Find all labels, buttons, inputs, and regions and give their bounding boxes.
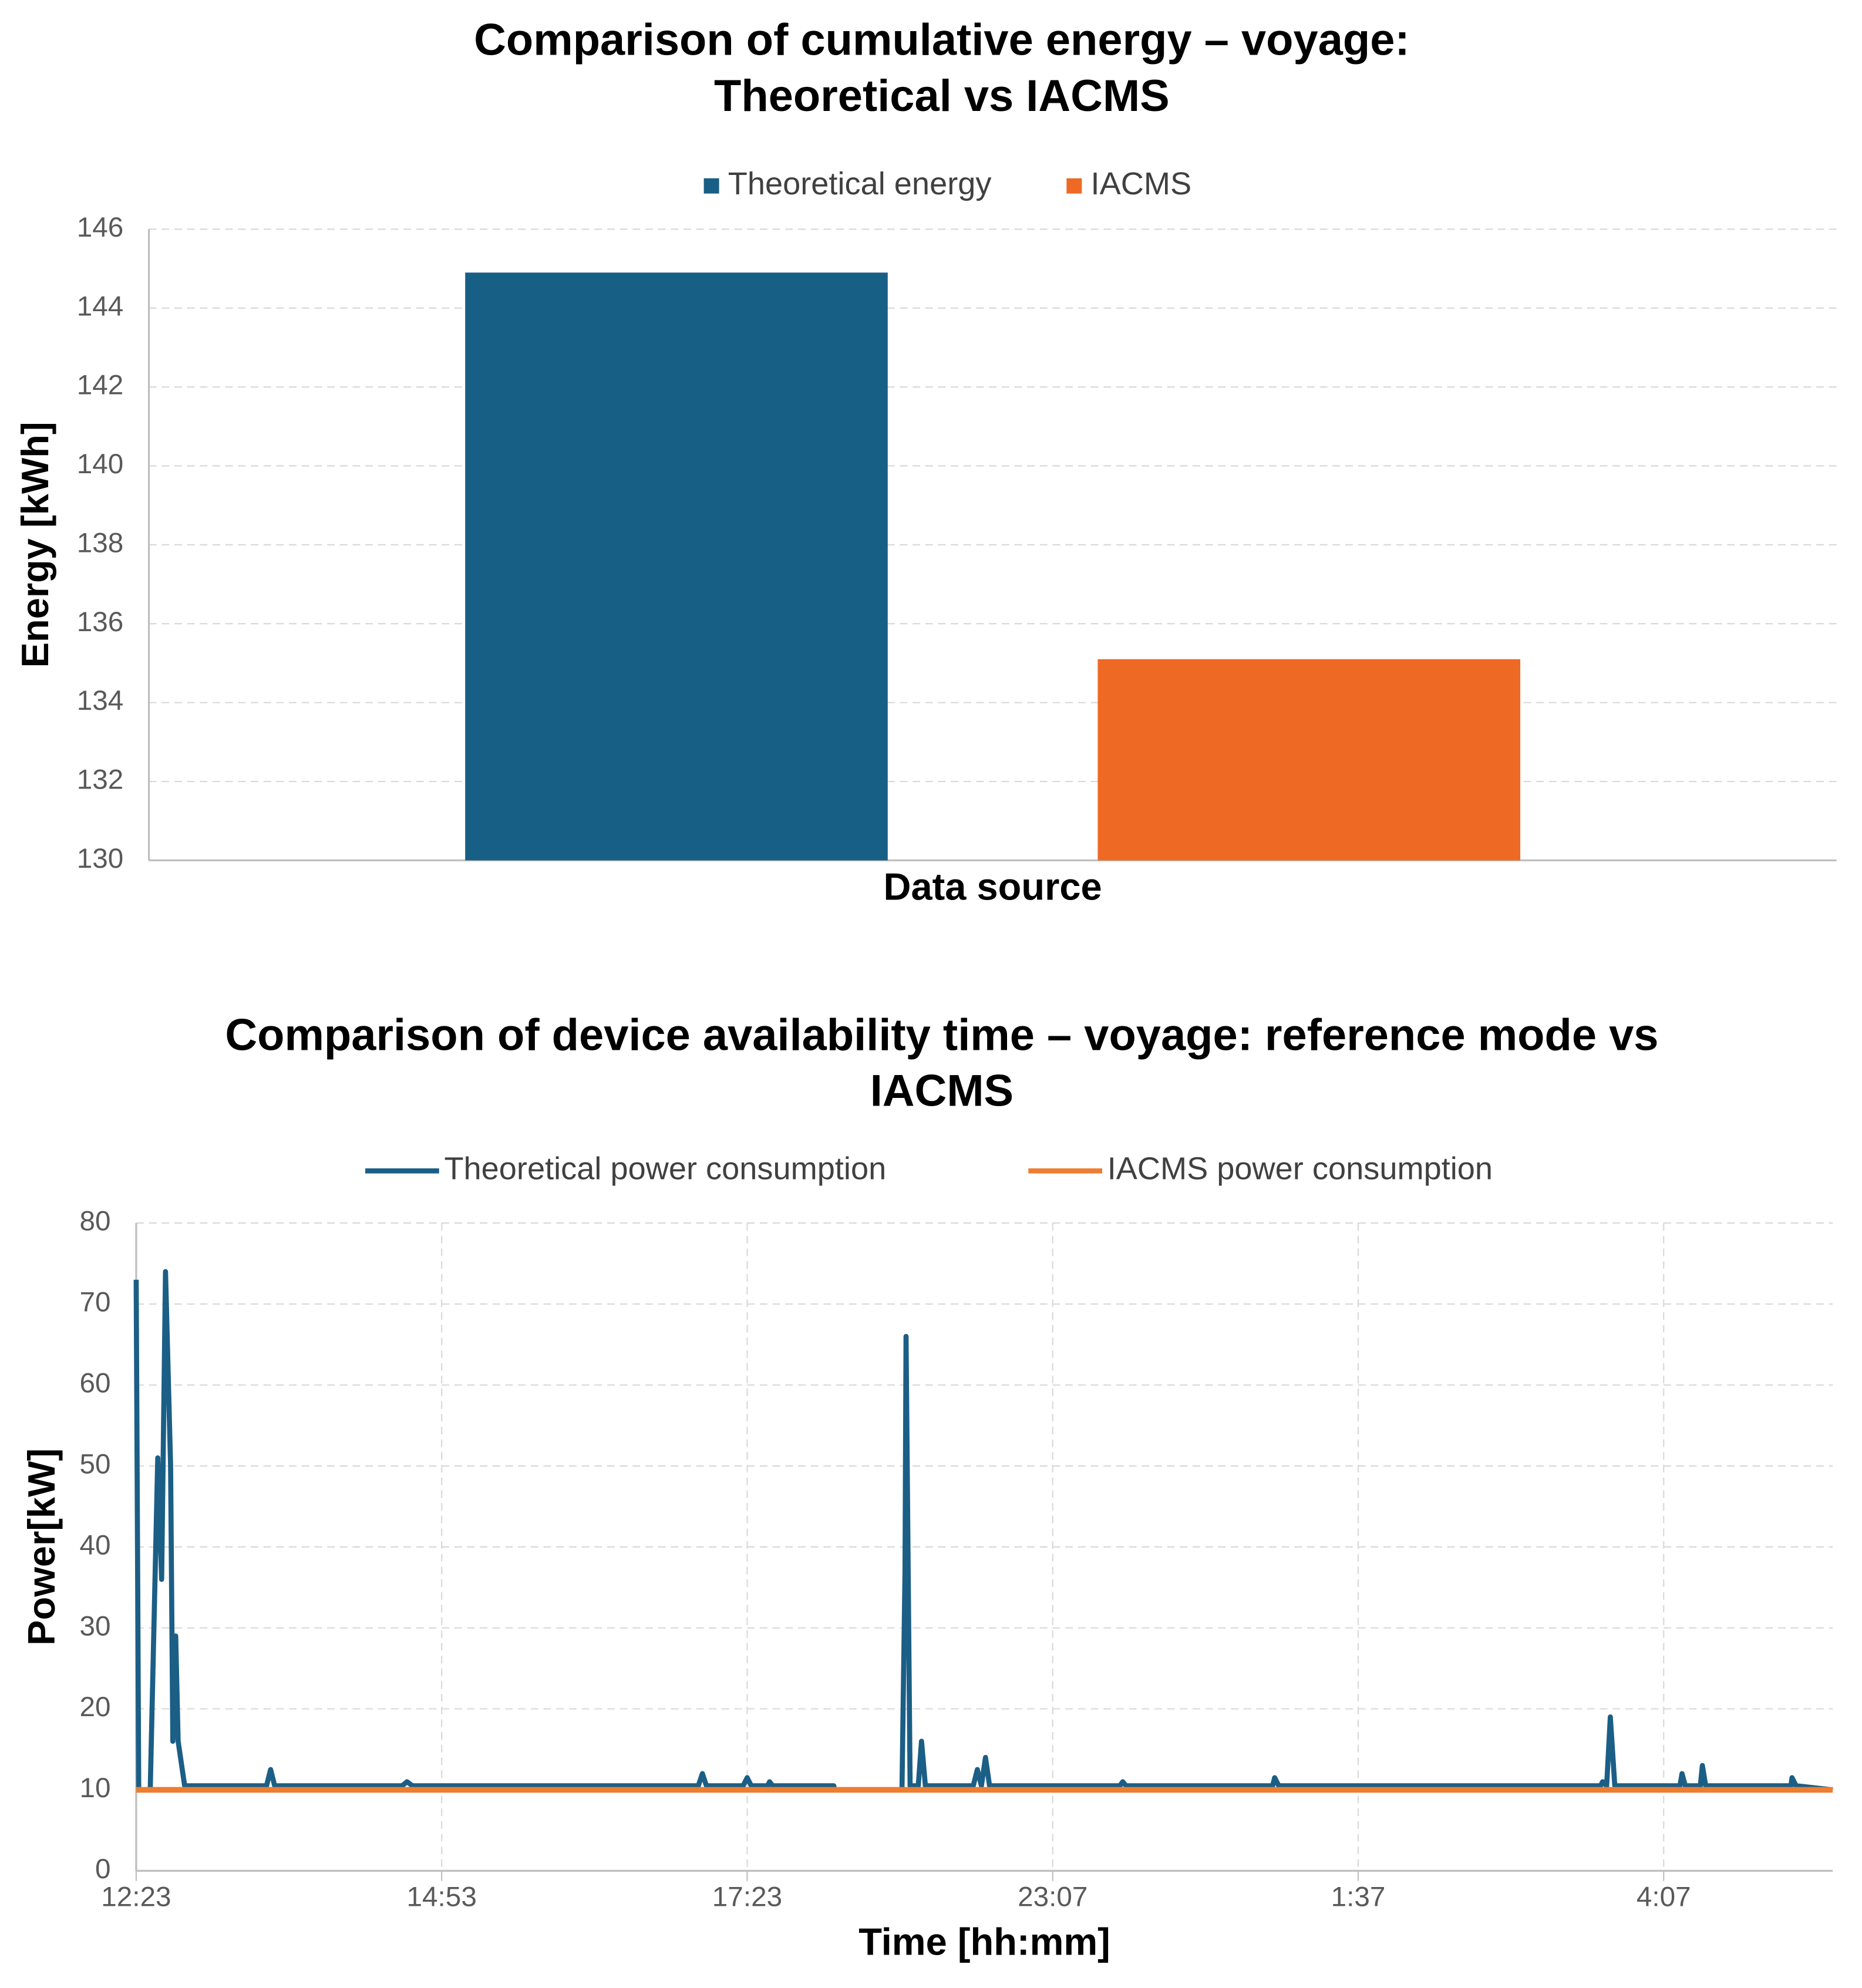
y-tick-label: 60 (80, 1368, 111, 1399)
y-tick-label: 20 (80, 1692, 111, 1723)
y-axis-label: Power[kW] (20, 1448, 63, 1646)
x-axis-label: Data source (884, 865, 1102, 908)
x-tick-label: 23:07 (1018, 1882, 1087, 1913)
y-tick-label: 142 (77, 370, 124, 401)
x-tick-label: 4:07 (1637, 1882, 1691, 1913)
chart-title: Comparison of cumulative energy – voyage… (474, 15, 1410, 122)
y-tick-label: 132 (77, 764, 124, 796)
y-tick-label: 40 (80, 1529, 111, 1561)
legend-label: IACMS power consumption (1107, 1151, 1493, 1187)
y-tick-label: 30 (80, 1610, 111, 1642)
legend-label: IACMS (1091, 166, 1192, 201)
legend-swatch (1066, 178, 1082, 194)
y-tick-label: 50 (80, 1448, 111, 1480)
y-axis-label: Energy [kWh] (14, 422, 56, 668)
y-tick-label: 134 (77, 685, 124, 716)
y-tick-label: 138 (77, 527, 124, 558)
y-tick-label: 10 (80, 1773, 111, 1804)
chart-title-box: Comparison of device availability time –… (225, 1010, 1659, 1117)
chart-title-box: Comparison of cumulative energy – voyage… (474, 15, 1410, 122)
y-tick-label: 144 (77, 291, 124, 322)
chart-title: Comparison of device availability time –… (225, 1010, 1659, 1117)
y-tick-label: 140 (77, 449, 124, 480)
y-tick-label: 80 (80, 1206, 111, 1237)
x-tick-label: 17:23 (712, 1882, 782, 1913)
y-tick-label: 146 (77, 212, 124, 243)
y-tick-label: 70 (80, 1287, 111, 1318)
y-tick-label: 0 (95, 1854, 111, 1885)
legend-label: Theoretical power consumption (444, 1151, 886, 1187)
bar (1097, 659, 1521, 861)
x-tick-label: 14:53 (407, 1882, 477, 1913)
y-tick-label: 136 (77, 606, 124, 638)
legend-label: Theoretical energy (728, 166, 992, 201)
bar (465, 272, 888, 861)
x-tick-label: 1:37 (1331, 1882, 1386, 1913)
x-axis-label: Time [hh:mm] (858, 1920, 1110, 1963)
legend-swatch (703, 178, 719, 194)
x-tick-label: 12:23 (101, 1882, 171, 1913)
line-series (133, 1269, 1833, 1792)
y-tick-label: 130 (77, 843, 124, 874)
